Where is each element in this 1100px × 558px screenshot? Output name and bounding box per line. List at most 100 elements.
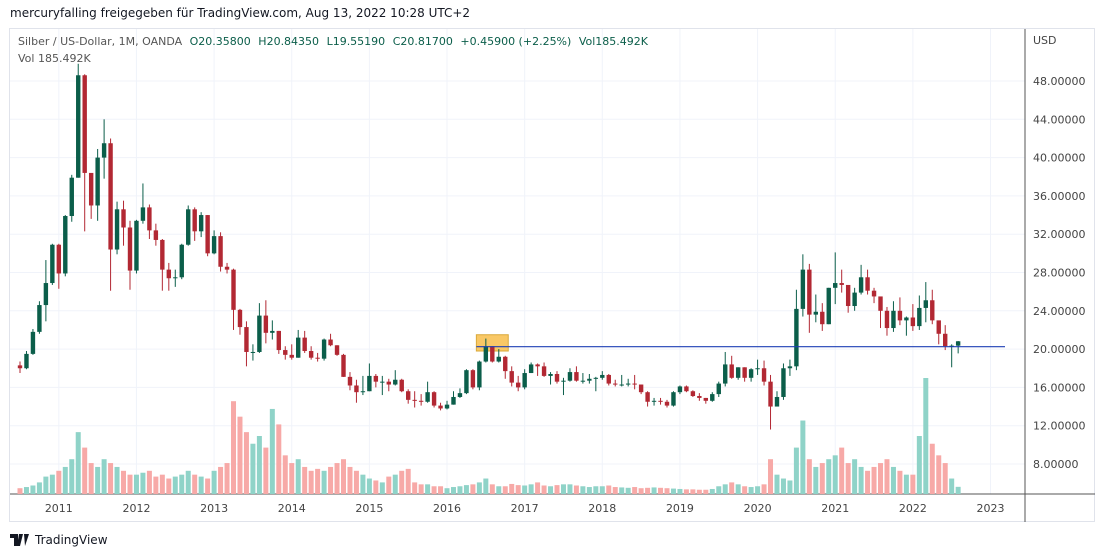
y-tick-label: 24.00000 — [1033, 305, 1086, 318]
candle-body — [658, 400, 663, 402]
candle-body — [69, 177, 74, 217]
candle-body — [625, 383, 631, 385]
volume-bar — [755, 486, 761, 494]
candle-body — [515, 382, 521, 388]
volume-bar — [243, 432, 249, 494]
candle-body — [677, 386, 683, 393]
candle-body — [884, 310, 890, 329]
candle-body — [548, 373, 553, 376]
volume-bar — [664, 488, 670, 494]
candle-body — [347, 376, 353, 386]
candle-body — [37, 305, 42, 332]
volume-bar — [431, 486, 437, 494]
y-tick-label: 36.00000 — [1033, 190, 1086, 203]
candle-body — [567, 372, 573, 381]
candle-body — [839, 283, 844, 285]
volume-bar — [269, 408, 275, 494]
volume-bar — [580, 486, 586, 494]
candle-body — [76, 75, 81, 178]
candle-body — [147, 207, 152, 231]
symbol-label[interactable]: Silber / US-Dollar, 1M, OANDA — [18, 35, 183, 48]
volume-bar — [839, 447, 845, 494]
volume-bar — [205, 478, 211, 494]
candle-body — [270, 330, 275, 333]
candle-body — [684, 386, 689, 392]
volume-bar — [250, 443, 256, 494]
candle-body — [541, 366, 547, 376]
candle-body — [917, 307, 922, 327]
volume-bar — [418, 484, 424, 494]
candle-body — [399, 379, 404, 392]
candle-body — [936, 320, 941, 334]
volume-bar — [541, 485, 547, 494]
volume-bar — [884, 459, 890, 494]
volume-bar — [690, 489, 696, 494]
volume-bar — [703, 489, 709, 494]
volume-bar — [619, 487, 625, 494]
candle-body — [160, 239, 165, 270]
volume-bar — [302, 466, 308, 494]
x-tick-label: 2020 — [744, 502, 772, 515]
candle-body — [198, 215, 204, 232]
candle-body — [179, 244, 184, 278]
volume-bar — [17, 488, 23, 494]
candle-body — [632, 383, 637, 385]
volume-bar — [328, 466, 334, 494]
volume-bar — [114, 466, 120, 494]
volume-bar — [334, 463, 340, 494]
candle-body — [910, 317, 916, 327]
tradingview-logo[interactable]: TradingView — [10, 533, 108, 547]
volume-bar — [625, 487, 631, 494]
x-tick-label: 2019 — [666, 502, 694, 515]
volume-bar — [910, 474, 916, 494]
volume-bar — [554, 485, 560, 494]
volume-bar — [729, 482, 735, 494]
candle-body — [768, 381, 773, 407]
volume-bar — [709, 488, 715, 494]
volume-bar — [852, 459, 858, 494]
close-value: C20.81700 — [392, 35, 453, 48]
candle-body — [231, 269, 236, 310]
volume-bar — [49, 474, 55, 494]
volume-bar — [871, 466, 877, 494]
candle-body — [257, 315, 262, 352]
candle-body — [638, 384, 644, 393]
candle-body — [826, 287, 831, 325]
candle-body — [412, 399, 417, 401]
volume-bar — [677, 488, 683, 494]
candle-body — [153, 230, 159, 240]
volume-bar — [185, 470, 191, 494]
candle-body — [820, 311, 825, 325]
change-value: +0.45900 (+2.25%) — [460, 35, 572, 48]
volume-bar — [360, 474, 366, 494]
x-tick-label: 2021 — [821, 502, 849, 515]
candle-body — [813, 311, 819, 315]
candle-body — [930, 300, 935, 321]
volume-bar — [224, 463, 230, 494]
volume-bar — [606, 485, 612, 494]
candle-body — [101, 143, 107, 158]
volume-bar — [121, 470, 127, 494]
volume-bar — [476, 482, 482, 494]
candle-body — [781, 368, 786, 397]
chart-frame — [9, 28, 1095, 522]
volume-bar — [878, 463, 884, 494]
volume-bar — [722, 484, 728, 494]
candle-body — [600, 374, 605, 378]
candle-body — [477, 361, 482, 388]
volume-bar — [444, 488, 450, 494]
volume-bar — [903, 474, 909, 494]
volume-bar — [658, 487, 664, 494]
candle-body — [742, 367, 747, 378]
candle-body — [321, 339, 327, 359]
tradingview-icon — [10, 534, 29, 546]
volume-bar — [651, 487, 657, 494]
volume-bar — [593, 486, 599, 494]
volume-bar — [955, 486, 961, 494]
candle-body — [716, 383, 721, 395]
volume-label[interactable]: Vol — [18, 52, 35, 65]
volume-bar — [263, 447, 269, 494]
volume-bar — [567, 484, 573, 494]
x-tick-label: 2023 — [977, 502, 1005, 515]
